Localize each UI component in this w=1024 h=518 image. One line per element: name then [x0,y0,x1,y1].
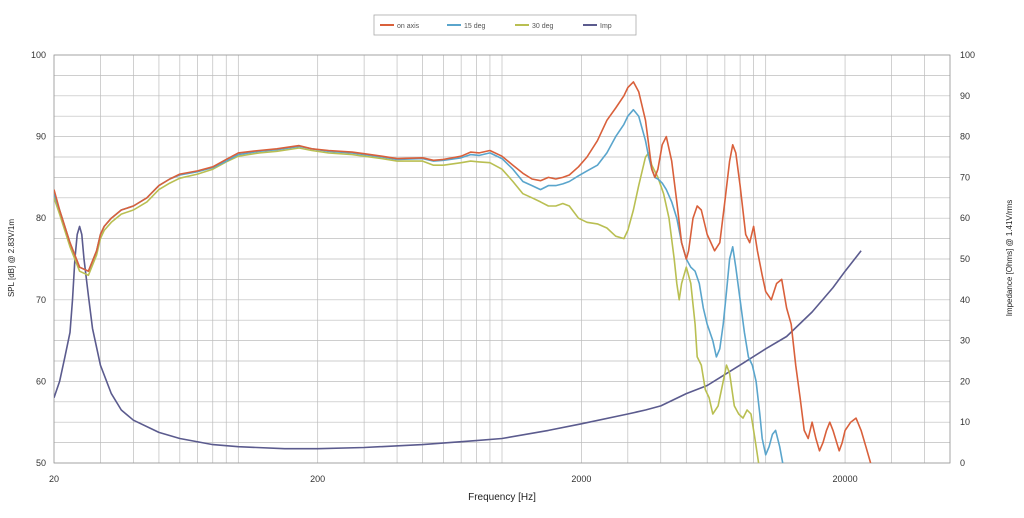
x-axis-ticks: 20 200 2000 20000 [49,474,858,484]
legend-label: on axis [397,23,420,30]
x-tick-label: 20 [49,474,59,484]
series-line-on-axis [54,81,872,463]
legend-label: 15 deg [464,23,486,30]
y-right-tick-label: 20 [960,376,970,386]
legend-label: Imp [600,23,612,30]
chart-gridlines [53,54,951,464]
y-left-tick-label: 80 [36,213,46,223]
x-axis-title: Frequency [Hz] [468,492,536,503]
y-right-tick-label: 80 [960,132,970,142]
y-right-tick-label: 40 [960,295,970,305]
y-right-tick-label: 70 [960,172,970,182]
legend-label: 30 deg [532,23,554,30]
series-line-30-deg [54,147,760,463]
y-axis-right-ticks: 0 10 20 30 40 50 60 70 80 90 100 [960,50,975,468]
y-axis-left-title: SPL [dB] @ 2.83V/1m [7,219,16,297]
y-left-tick-label: 50 [36,458,46,468]
x-tick-label: 2000 [571,474,591,484]
y-right-tick-label: 100 [960,50,975,60]
legend-box [373,14,637,36]
y-right-tick-label: 60 [960,213,970,223]
y-left-tick-label: 60 [36,376,46,386]
y-left-tick-label: 100 [31,50,46,60]
y-right-tick-label: 50 [960,254,970,264]
series-layer [54,81,872,463]
y-left-tick-label: 70 [36,295,46,305]
x-tick-label: 20000 [833,474,858,484]
chart-legend: on axis 15 deg 30 deg Imp [373,14,637,36]
y-axis-right-title: Impedance [Ohms] @ 1.41V/rms [1005,200,1014,317]
plot-area-frame [53,54,951,464]
x-tick-label: 200 [310,474,325,484]
series-line-15-deg [54,108,784,463]
y-right-tick-label: 30 [960,336,970,346]
y-right-tick-label: 10 [960,417,970,427]
y-right-tick-label: 0 [960,458,965,468]
y-left-tick-label: 90 [36,132,46,142]
y-axis-left-ticks: 50 60 70 80 90 100 [31,50,46,468]
y-right-tick-label: 90 [960,91,970,101]
